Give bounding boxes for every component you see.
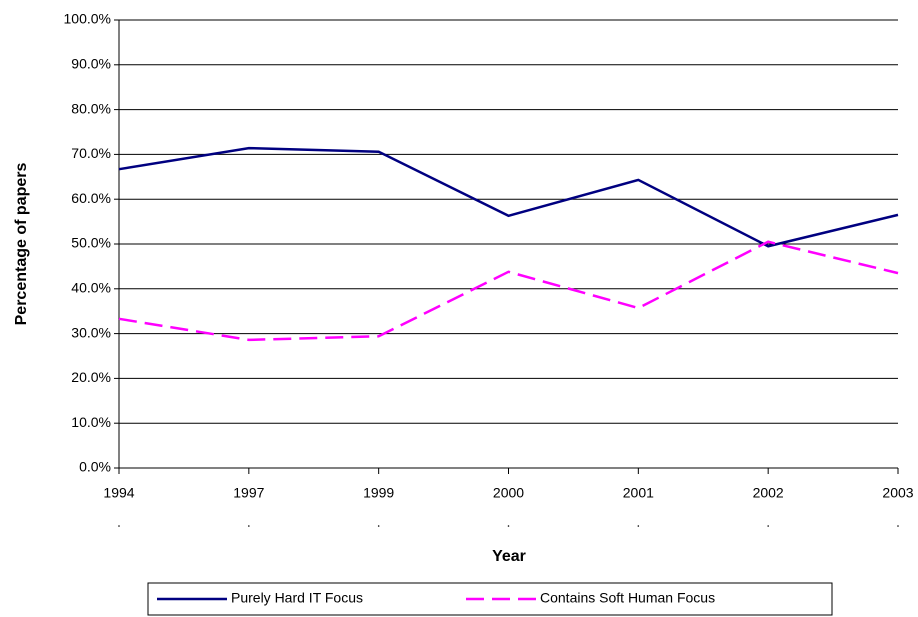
x-tick-label: 2003 — [882, 485, 913, 501]
legend-box — [147, 582, 833, 616]
y-tick-label: 30.0% — [71, 324, 111, 340]
line-series — [118, 240, 899, 342]
line-series — [118, 146, 899, 248]
y-tick-label: 20.0% — [71, 369, 111, 385]
x-tick-dot — [248, 525, 250, 527]
legend-label: Contains Soft Human Focus — [540, 590, 715, 606]
legend-label: Purely Hard IT Focus — [231, 590, 363, 606]
x-tick-label: 1997 — [233, 485, 264, 501]
x-tick-dot — [507, 525, 510, 527]
y-tick-label: 10.0% — [71, 414, 111, 430]
x-tick-label: 1999 — [363, 485, 394, 501]
x-tick-label: 2002 — [753, 485, 784, 501]
y-axis-title: Percentage of papers — [13, 163, 30, 326]
y-tick-label: 50.0% — [71, 235, 111, 251]
x-tick-label: 1994 — [103, 485, 134, 501]
x-tick-dot — [767, 525, 769, 527]
y-tick-label: 80.0% — [71, 100, 111, 116]
x-tick-label: 2001 — [623, 485, 654, 501]
x-tick-dot — [897, 525, 899, 527]
y-tick-label: 0.0% — [79, 459, 111, 475]
y-tick-label: 90.0% — [71, 56, 111, 72]
x-axis-title: Year — [492, 548, 526, 565]
x-tick-dot — [377, 525, 380, 527]
y-tick-label: 40.0% — [71, 280, 111, 296]
x-tick-dot — [637, 525, 640, 527]
x-tick-label: 2000 — [493, 485, 524, 501]
y-tick-label: 100.0% — [64, 11, 111, 27]
y-tick-label: 60.0% — [71, 190, 111, 206]
x-tick-dot — [118, 525, 120, 527]
y-tick-label: 70.0% — [71, 145, 111, 161]
